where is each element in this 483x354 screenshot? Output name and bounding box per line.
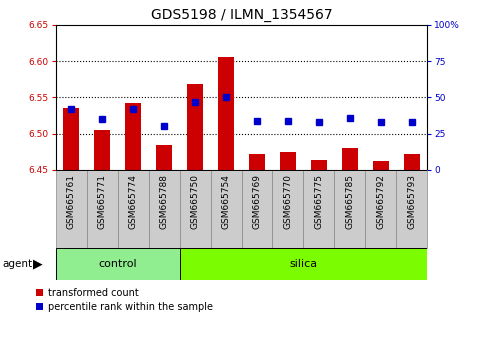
Bar	[63, 108, 79, 170]
Text: GSM665788: GSM665788	[159, 174, 169, 229]
Text: silica: silica	[289, 259, 317, 269]
Text: GSM665774: GSM665774	[128, 174, 138, 229]
FancyBboxPatch shape	[366, 170, 397, 248]
Text: GSM665750: GSM665750	[190, 174, 199, 229]
Text: GSM665785: GSM665785	[345, 174, 355, 229]
Text: GSM665793: GSM665793	[408, 174, 416, 229]
Text: control: control	[98, 259, 137, 269]
Bar	[125, 103, 141, 170]
Text: ▶: ▶	[33, 257, 43, 270]
Text: GSM665761: GSM665761	[67, 174, 75, 229]
FancyBboxPatch shape	[242, 170, 272, 248]
FancyBboxPatch shape	[180, 170, 211, 248]
Bar	[156, 144, 172, 170]
FancyBboxPatch shape	[149, 170, 180, 248]
FancyBboxPatch shape	[56, 248, 180, 280]
Text: GSM665769: GSM665769	[253, 174, 261, 229]
Bar	[342, 148, 358, 170]
FancyBboxPatch shape	[397, 170, 427, 248]
FancyBboxPatch shape	[180, 248, 427, 280]
Bar	[373, 161, 389, 170]
FancyBboxPatch shape	[272, 170, 303, 248]
FancyBboxPatch shape	[56, 170, 86, 248]
Text: agent: agent	[2, 259, 32, 269]
Text: GSM665792: GSM665792	[376, 174, 385, 229]
Legend: transformed count, percentile rank within the sample: transformed count, percentile rank withi…	[36, 288, 213, 312]
Bar	[280, 152, 296, 170]
FancyBboxPatch shape	[117, 170, 149, 248]
Bar	[94, 130, 110, 170]
Bar	[311, 160, 327, 170]
Bar	[404, 154, 420, 170]
FancyBboxPatch shape	[303, 170, 334, 248]
Text: GSM665754: GSM665754	[222, 174, 230, 229]
FancyBboxPatch shape	[334, 170, 366, 248]
Bar	[218, 57, 234, 170]
FancyBboxPatch shape	[86, 170, 117, 248]
Bar	[187, 84, 203, 170]
Text: GSM665771: GSM665771	[98, 174, 107, 229]
Text: GSM665770: GSM665770	[284, 174, 293, 229]
FancyBboxPatch shape	[211, 170, 242, 248]
Bar	[249, 154, 265, 170]
Title: GDS5198 / ILMN_1354567: GDS5198 / ILMN_1354567	[151, 8, 332, 22]
Text: GSM665775: GSM665775	[314, 174, 324, 229]
